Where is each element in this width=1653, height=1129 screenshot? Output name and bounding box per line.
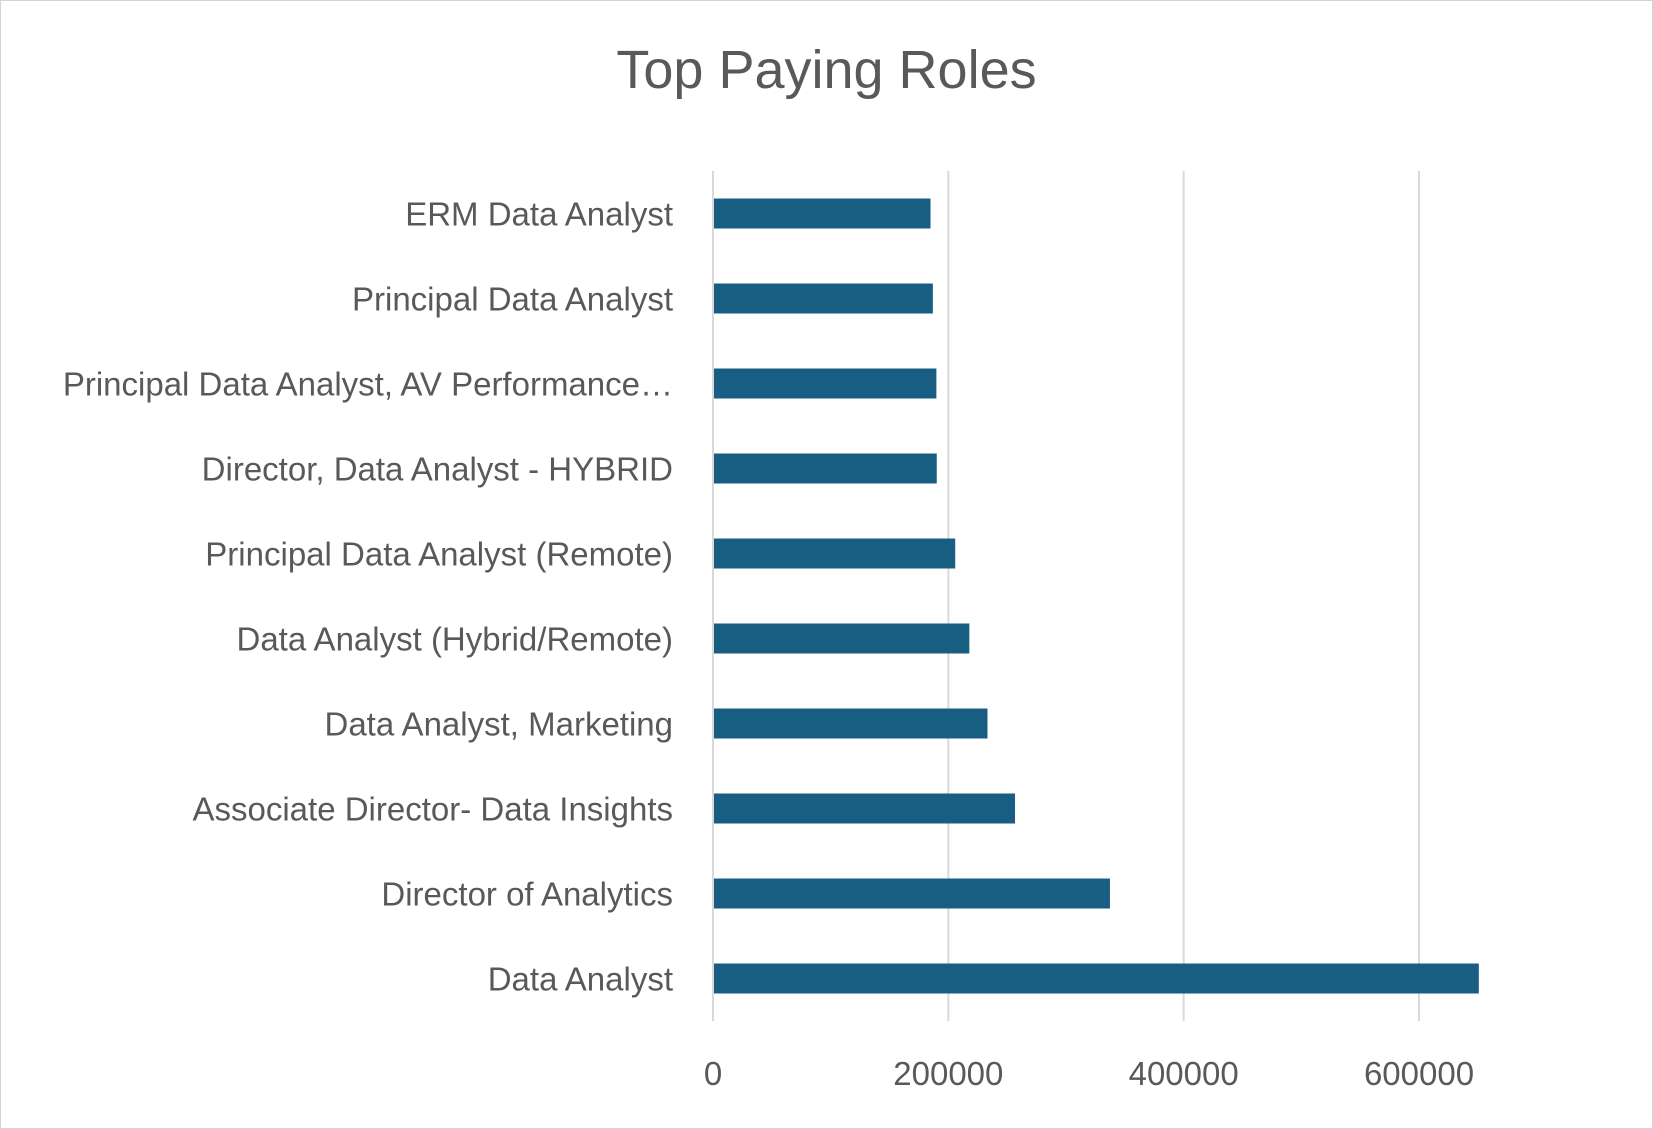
chart-title: Top Paying Roles	[616, 40, 1037, 100]
category-label-8: Director of Analytics	[381, 876, 673, 913]
x-tick-label-1: 200000	[893, 1055, 1003, 1092]
x-tick-label-3: 600000	[1364, 1055, 1474, 1092]
x-tick-label-0: 0	[704, 1055, 722, 1092]
category-label-7: Associate Director- Data Insights	[192, 791, 673, 828]
bar-8	[714, 878, 1110, 909]
bar-1	[714, 283, 933, 314]
bar-0	[714, 198, 931, 229]
bar-6	[714, 708, 988, 739]
bar-9	[714, 963, 1479, 994]
bar-2	[714, 368, 937, 399]
bar-3	[714, 453, 937, 484]
category-label-5: Data Analyst (Hybrid/Remote)	[237, 621, 674, 658]
category-label-2: Principal Data Analyst, AV Performance…	[63, 366, 673, 403]
bar-5	[714, 623, 970, 654]
category-label-6: Data Analyst, Marketing	[325, 706, 674, 743]
category-label-3: Director, Data Analyst - HYBRID	[202, 451, 673, 488]
bar-4	[714, 538, 956, 569]
category-label-0: ERM Data Analyst	[405, 196, 673, 233]
category-label-9: Data Analyst	[488, 961, 673, 998]
category-label-1: Principal Data Analyst	[352, 281, 673, 318]
x-tick-label-2: 400000	[1129, 1055, 1239, 1092]
bar-7	[714, 793, 1016, 824]
category-label-4: Principal Data Analyst (Remote)	[205, 536, 673, 573]
